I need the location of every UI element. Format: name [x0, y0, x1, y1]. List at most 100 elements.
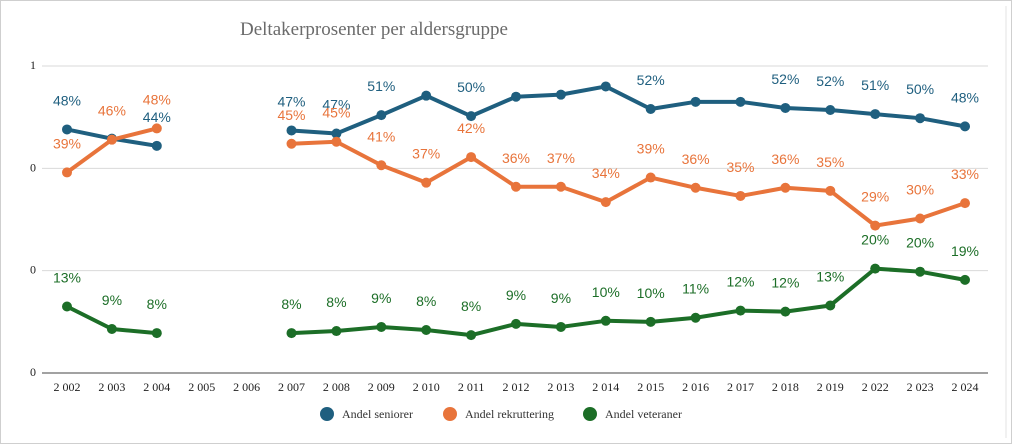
data-point[interactable]	[151, 328, 162, 339]
data-label: 46%	[98, 103, 126, 119]
data-label: 36%	[502, 150, 530, 166]
data-label: 37%	[412, 146, 440, 162]
data-point[interactable]	[915, 113, 926, 124]
data-point[interactable]	[600, 197, 611, 208]
data-label: 41%	[367, 128, 395, 144]
data-point[interactable]	[421, 325, 432, 336]
data-label: 20%	[906, 235, 934, 251]
data-point[interactable]	[151, 123, 162, 134]
data-point[interactable]	[466, 111, 477, 122]
data-point[interactable]	[870, 263, 881, 274]
x-tick-label: 2 015	[637, 380, 664, 394]
data-point[interactable]	[690, 96, 701, 107]
data-label: 13%	[816, 268, 844, 284]
data-label: 36%	[682, 151, 710, 167]
series-line	[289, 266, 967, 338]
x-tick-label: 2 006	[233, 380, 260, 394]
data-labels: 48% 44% 47% 47% 51% 50% 52% 52% 52% 51% 50% 48% 39% 4…	[53, 71, 979, 314]
data-label: 12%	[771, 275, 799, 291]
data-point[interactable]	[511, 91, 521, 102]
data-label: 20%	[861, 232, 889, 248]
x-tick-label: 2 008	[323, 380, 350, 394]
x-tick-label: 2 011	[458, 380, 485, 394]
legend-item-seniorer[interactable]: Andel seniorer	[320, 407, 413, 421]
data-point[interactable]	[376, 160, 387, 171]
data-point[interactable]	[780, 182, 791, 193]
data-point[interactable]	[555, 89, 566, 100]
legend-item-rekruttering[interactable]: Andel rekruttering	[443, 407, 554, 421]
data-point[interactable]	[825, 105, 836, 116]
y-axis-ticks: 1 0 0 0	[30, 58, 36, 379]
data-point[interactable]	[376, 110, 387, 121]
data-label: 47%	[322, 97, 350, 113]
data-point[interactable]	[286, 328, 297, 339]
x-tick-label: 2 007	[278, 380, 305, 394]
data-point[interactable]	[286, 138, 297, 149]
data-point[interactable]	[825, 185, 836, 196]
data-point[interactable]	[645, 316, 656, 327]
legend[interactable]: Andel seniorer Andel rekruttering Andel ve…	[320, 407, 682, 421]
x-tick-label: 2 013	[547, 380, 574, 394]
data-point[interactable]	[870, 220, 881, 231]
data-point[interactable]	[825, 300, 836, 311]
data-point[interactable]	[62, 301, 72, 312]
data-label: 8%	[281, 296, 301, 312]
series-line	[289, 139, 967, 228]
data-label: 8%	[326, 294, 346, 310]
data-point[interactable]	[960, 274, 970, 285]
y-tick-label: 0	[30, 365, 36, 379]
data-point[interactable]	[735, 305, 746, 316]
data-point[interactable]	[645, 103, 656, 114]
data-point[interactable]	[915, 266, 926, 277]
data-point[interactable]	[690, 182, 701, 193]
legend-label: Andel seniorer	[342, 407, 413, 421]
data-point[interactable]	[735, 96, 746, 107]
data-point[interactable]	[555, 181, 566, 192]
data-point[interactable]	[960, 121, 970, 132]
data-point[interactable]	[780, 102, 791, 113]
data-label: 33%	[951, 166, 979, 182]
data-point[interactable]	[151, 140, 162, 151]
data-point[interactable]	[511, 181, 521, 192]
chart-title: Deltakerprosenter per aldersgruppe	[240, 19, 508, 40]
data-point[interactable]	[331, 136, 342, 147]
data-point[interactable]	[600, 81, 611, 92]
data-label: 10%	[637, 285, 665, 301]
data-label: 19%	[951, 243, 979, 259]
data-point[interactable]	[62, 124, 72, 135]
data-label: 35%	[726, 159, 754, 175]
data-point[interactable]	[421, 177, 432, 188]
data-point[interactable]	[735, 190, 746, 201]
data-label: 8%	[147, 296, 167, 312]
data-point[interactable]	[331, 326, 342, 337]
data-label: 48%	[951, 89, 979, 105]
data-point[interactable]	[106, 323, 117, 334]
gridlines	[42, 65, 988, 374]
data-point[interactable]	[421, 90, 432, 101]
data-point[interactable]	[331, 128, 342, 139]
data-point[interactable]	[690, 312, 701, 323]
data-point[interactable]	[286, 125, 297, 136]
data-point[interactable]	[106, 134, 117, 145]
data-point[interactable]	[555, 321, 566, 332]
data-label: 8%	[416, 293, 436, 309]
legend-marker	[443, 407, 457, 421]
data-point[interactable]	[62, 167, 72, 178]
legend-item-veteraner[interactable]: Andel veteraner	[583, 407, 682, 421]
x-tick-label: 2 019	[817, 380, 844, 394]
x-tick-label: 2 004	[143, 380, 170, 394]
data-point[interactable]	[780, 306, 791, 317]
data-point[interactable]	[376, 321, 387, 332]
data-point[interactable]	[645, 172, 656, 183]
data-point[interactable]	[600, 315, 611, 326]
x-tick-label: 2 024	[952, 380, 979, 394]
x-tick-label: 2 003	[98, 380, 125, 394]
data-label: 9%	[102, 292, 122, 308]
data-point[interactable]	[466, 330, 477, 341]
data-point[interactable]	[511, 318, 521, 329]
data-point[interactable]	[915, 213, 926, 224]
data-point[interactable]	[466, 152, 477, 163]
data-point[interactable]	[960, 198, 970, 209]
series-layer	[62, 81, 970, 341]
data-point[interactable]	[870, 109, 881, 120]
